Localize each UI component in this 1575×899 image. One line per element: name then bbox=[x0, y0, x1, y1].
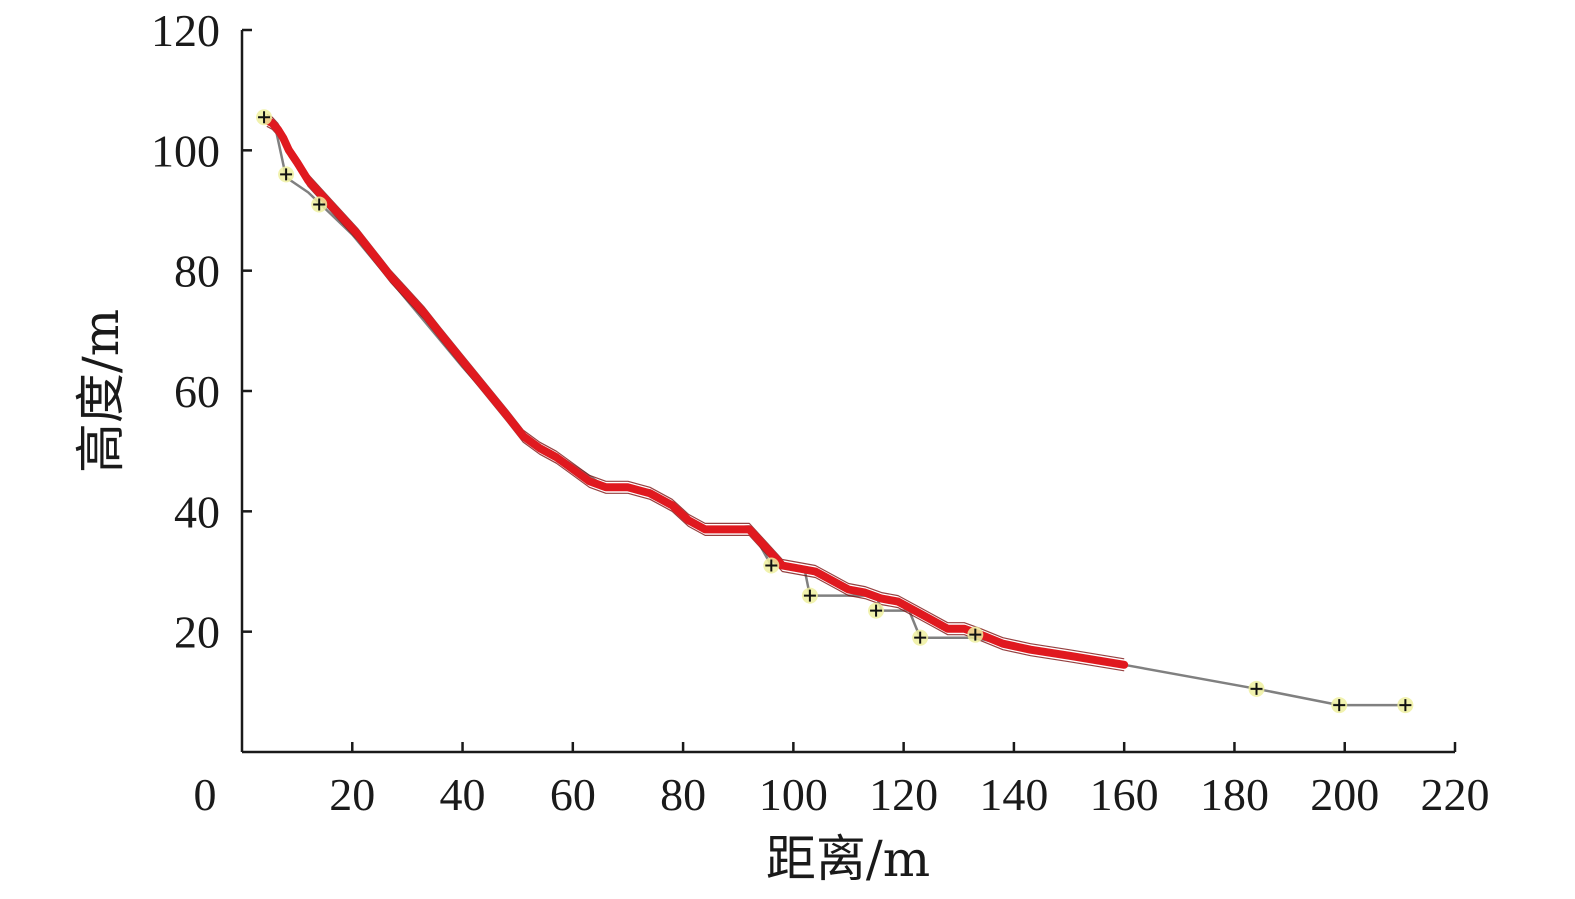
y-axis-title: 高度/m bbox=[72, 309, 130, 473]
x-tick-label: 200 bbox=[1310, 769, 1379, 820]
trajectory-edge-line bbox=[266, 113, 1125, 660]
marker-cross bbox=[870, 604, 883, 617]
x-tick-label: 20 bbox=[329, 769, 375, 820]
x-tick-label: 80 bbox=[660, 769, 706, 820]
x-tick-label: 220 bbox=[1421, 769, 1490, 820]
profile-marker bbox=[256, 109, 273, 126]
x-tick-label: 60 bbox=[550, 769, 596, 820]
trajectory-edge-line bbox=[266, 116, 1125, 663]
x-tick-label: 120 bbox=[869, 769, 938, 820]
trajectory-main-line bbox=[262, 116, 1129, 669]
trajectory-edge-line bbox=[266, 122, 1125, 669]
y-tick-label: 100 bbox=[151, 125, 220, 176]
marker-cross bbox=[969, 628, 982, 641]
profile-marker bbox=[1397, 697, 1414, 714]
marker-cross bbox=[803, 589, 816, 602]
y-tick-label: 80 bbox=[174, 246, 220, 297]
x-tick-label: 100 bbox=[759, 769, 828, 820]
profile-marker bbox=[868, 602, 885, 619]
trajectory-edge-line bbox=[266, 125, 1125, 672]
y-tick-label: 120 bbox=[151, 5, 220, 56]
profile-marker bbox=[1248, 680, 1265, 697]
profile-marker bbox=[912, 629, 929, 646]
marker-cross bbox=[280, 168, 293, 181]
profile-marker bbox=[278, 166, 295, 183]
profile-marker bbox=[1331, 697, 1348, 714]
y-tick-label: 40 bbox=[174, 486, 220, 537]
x-axis-title: 距离/m bbox=[766, 830, 930, 888]
profile-marker bbox=[967, 626, 984, 643]
y-tick-label: 20 bbox=[174, 607, 220, 658]
marker-cross bbox=[313, 198, 326, 211]
x-tick-label: 180 bbox=[1200, 769, 1269, 820]
trajectory-bundle bbox=[262, 113, 1129, 672]
slope-profile-line bbox=[263, 116, 1406, 707]
profile-markers bbox=[256, 109, 1414, 714]
x-tick-label: 0 bbox=[194, 769, 217, 820]
x-tick-label: 140 bbox=[979, 769, 1048, 820]
marker-cross bbox=[914, 631, 927, 644]
y-axis-ticks: 20 40 60 80 100 120 bbox=[151, 5, 252, 658]
x-tick-label: 160 bbox=[1090, 769, 1159, 820]
profile-marker bbox=[311, 196, 328, 213]
marker-cross bbox=[765, 559, 778, 572]
profile-marker bbox=[801, 587, 818, 604]
marker-cross bbox=[258, 111, 271, 124]
marker-cross bbox=[1333, 699, 1346, 712]
x-tick-label: 40 bbox=[440, 769, 486, 820]
y-tick-label: 60 bbox=[174, 366, 220, 417]
marker-cross bbox=[1250, 682, 1263, 695]
plot-area bbox=[256, 109, 1414, 714]
profile-marker bbox=[763, 557, 780, 574]
marker-cross bbox=[1399, 699, 1412, 712]
x-axis-ticks: 0 20 40 60 80 100 120 140 160 180 200 220 bbox=[194, 742, 1490, 820]
